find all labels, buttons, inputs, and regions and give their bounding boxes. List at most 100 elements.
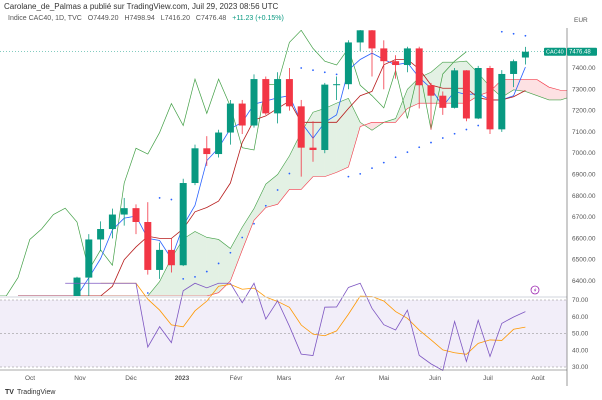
time-tick-label: Août: [531, 375, 545, 382]
candle-body: [462, 70, 470, 119]
chikou-span-line: [0, 30, 467, 296]
candle-body: [380, 48, 388, 62]
time-tick-label: Déc: [125, 375, 137, 382]
candle-body: [498, 73, 506, 130]
price-tick-label: 7000.00: [572, 150, 596, 157]
candle-body: [250, 79, 258, 126]
time-tick-label: Nov: [74, 375, 86, 382]
price-tag: CAC40 7476.48: [544, 47, 597, 56]
price-tick-label: 6800.00: [572, 193, 596, 200]
rsi-ma-line: [100, 282, 526, 355]
candle-body: [321, 84, 329, 151]
sar-dot: [288, 172, 291, 175]
sar-dot: [382, 161, 385, 164]
tradingview-logo-icon: TV: [5, 389, 14, 396]
time-tick-label: 2023: [175, 375, 190, 382]
open-value: O7449.20: [87, 15, 119, 22]
rsi-pane: [0, 282, 567, 371]
close-value: C7476.48: [195, 15, 227, 22]
low-value: L7416.20: [160, 15, 190, 22]
price-tick-label: 6500.00: [572, 257, 596, 264]
sar-dot: [465, 128, 468, 131]
sar-dot: [524, 34, 527, 37]
sar-dot: [264, 204, 267, 207]
sar-dot: [477, 124, 480, 127]
candle-body: [120, 208, 128, 215]
candle-body: [262, 79, 270, 114]
sar-dot: [453, 132, 456, 135]
candle-body: [73, 277, 81, 296]
published-info: Carolane_de_Palmas a publié sur TradingV…: [4, 2, 279, 11]
candle-body: [439, 95, 447, 108]
sar-dot: [241, 236, 244, 239]
rsi-axis: 70.00 60.00 50.00 40.00 30.00: [572, 297, 589, 371]
cloud-segment: [230, 227, 243, 281]
cloud-segment: [277, 155, 290, 205]
price-tick-label: 7200.00: [572, 108, 596, 115]
high-value: H7498.94: [124, 15, 155, 22]
candle-body: [297, 106, 305, 148]
candle-body: [333, 84, 341, 86]
time-tick-label: Avr: [335, 375, 345, 382]
parabolic-sar: [146, 30, 527, 294]
symbol-legend: Indice CAC40, 1D, TVC O7449.20 H7498.94 …: [8, 15, 288, 22]
price-tag-value: 7476.48: [569, 50, 591, 56]
candle-body: [392, 61, 400, 66]
candle-body: [226, 103, 234, 133]
cloud-segment: [265, 174, 278, 208]
tradingview-logo[interactable]: TV TradingView: [5, 388, 55, 397]
time-tick-label: Oct: [25, 375, 35, 382]
sar-dot: [205, 270, 208, 273]
price-axis[interactable]: 7400.00 7300.00 7200.00 7100.00 7000.00 6900.…: [572, 65, 596, 285]
price-tick-label: 6600.00: [572, 235, 596, 242]
symbol-name: Indice CAC40, 1D, TVC: [8, 15, 82, 22]
sar-dot: [229, 251, 232, 254]
price-tick-label: 6400.00: [572, 278, 596, 285]
sar-dot: [371, 167, 373, 170]
cloud-segment: [254, 184, 266, 221]
sar-dot: [170, 198, 173, 201]
candle-body: [156, 249, 164, 270]
candle-body: [344, 42, 352, 85]
time-tick-label: Juil: [483, 375, 493, 382]
time-tick-label: Mai: [379, 375, 389, 382]
price-chart[interactable]: EUR 7400.00 7300.00 7200.00 7100.00 7000.00 6…: [0, 0, 602, 386]
kijun-sen-line: [18, 59, 526, 296]
time-axis[interactable]: Oct Nov Déc 2023 Févr Mars Avr Mai Juin Juil Août: [25, 375, 545, 382]
sar-dot: [500, 30, 503, 33]
candle-body: [474, 68, 482, 119]
change-value: +11.23 (+0.15%): [232, 15, 284, 22]
sar-dot: [418, 146, 421, 149]
sar-dot: [347, 175, 350, 178]
currency-label: EUR: [574, 17, 588, 24]
candle-body: [191, 148, 199, 184]
rsi-tick-label: 40.00: [572, 347, 589, 354]
candle-body: [368, 30, 376, 49]
candle-body: [203, 148, 211, 155]
price-tick-label: 6700.00: [572, 214, 596, 221]
time-tick-label: Juin: [429, 375, 441, 382]
sar-dot: [323, 71, 326, 74]
candle-body: [356, 30, 364, 43]
cloud-segment: [336, 98, 349, 173]
cloud-segment: [218, 239, 231, 293]
rsi-tick-label: 50.00: [572, 331, 589, 338]
candle-body: [144, 221, 152, 270]
sar-dot: [312, 69, 314, 72]
candle-body: [309, 147, 317, 151]
candle-body: [167, 249, 175, 266]
candle-body: [215, 132, 223, 155]
candle-body: [132, 208, 140, 222]
lightning-bolt-icon[interactable]: [530, 285, 540, 295]
candle-body: [415, 48, 423, 86]
sar-dot: [182, 277, 185, 280]
senkou-span-a-line: [77, 60, 567, 296]
rsi-line: [65, 282, 526, 371]
sar-dot: [194, 275, 196, 278]
candle-body: [510, 61, 518, 74]
sar-dot: [441, 137, 444, 139]
cloud-segment: [206, 237, 219, 296]
rsi-tick-label: 70.00: [572, 297, 589, 304]
cloud-segment: [195, 231, 207, 296]
candle-body: [427, 85, 435, 96]
